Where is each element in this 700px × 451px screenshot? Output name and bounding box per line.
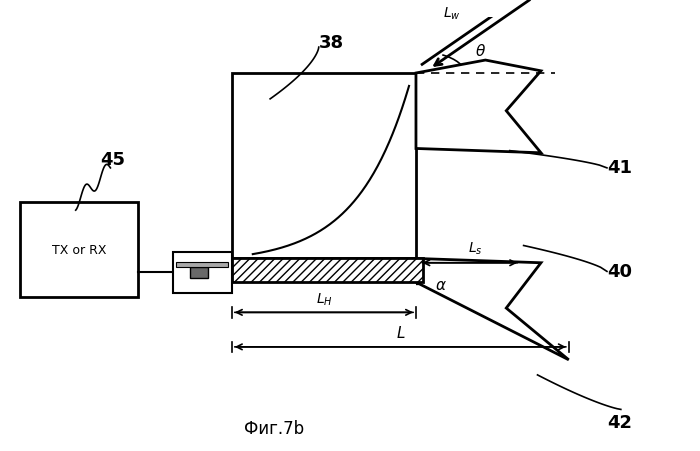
Text: $L_H$: $L_H$: [316, 291, 332, 308]
Text: 41: 41: [607, 159, 632, 177]
Polygon shape: [176, 262, 228, 267]
Text: $\alpha$: $\alpha$: [435, 277, 447, 292]
Polygon shape: [20, 203, 138, 298]
Text: Фиг.7b: Фиг.7b: [244, 419, 304, 437]
Text: $L_w$: $L_w$: [443, 6, 461, 22]
Text: 42: 42: [607, 413, 632, 431]
Polygon shape: [232, 259, 423, 282]
Polygon shape: [416, 259, 568, 360]
Polygon shape: [416, 61, 541, 153]
Text: $\theta$: $\theta$: [475, 43, 486, 59]
Text: 40: 40: [607, 262, 632, 280]
Polygon shape: [173, 253, 232, 293]
Text: $L$: $L$: [395, 325, 405, 341]
Text: 38: 38: [318, 34, 344, 52]
Text: TX or RX: TX or RX: [52, 244, 106, 257]
Text: 45: 45: [100, 150, 125, 168]
Polygon shape: [232, 74, 416, 259]
Text: $L_s$: $L_s$: [468, 240, 482, 257]
Polygon shape: [190, 267, 208, 278]
